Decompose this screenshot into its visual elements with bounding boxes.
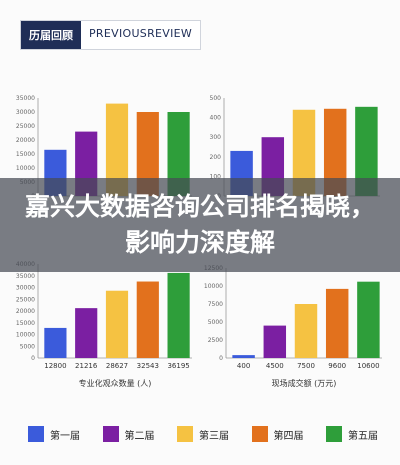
y-tick-label: 7500 xyxy=(208,301,223,308)
legend-swatch-4 xyxy=(251,426,268,442)
bar-5 xyxy=(357,281,380,358)
bar-chart-4: 1250010000750050002500040045007500960010… xyxy=(204,265,382,388)
x-tick-label: 9600 xyxy=(328,362,346,370)
y-tick-label: 20000 xyxy=(16,308,35,315)
y-tick-label: 5000 xyxy=(20,343,35,350)
y-tick-label: 30000 xyxy=(16,285,35,292)
bar-3 xyxy=(105,290,129,358)
x-tick-label: 28627 xyxy=(106,362,128,370)
y-tick-label: 0 xyxy=(31,355,35,362)
bar-4 xyxy=(323,108,347,196)
y-tick-label: 300 xyxy=(210,134,222,141)
bar-5 xyxy=(167,112,190,196)
y-tick-label: 500 xyxy=(210,95,222,102)
bar-3 xyxy=(294,304,318,358)
legend-item-3: 第三届 xyxy=(177,426,229,442)
bar-1 xyxy=(232,355,255,358)
bar-5 xyxy=(167,272,190,358)
y-tick-label: 10000 xyxy=(16,332,35,339)
banner-title: 嘉兴大数据咨询公司排名揭晓，影响力深度解 xyxy=(24,192,375,257)
legend-item-2: 第二届 xyxy=(102,426,155,442)
bar-4 xyxy=(136,112,159,196)
bar-4 xyxy=(136,281,159,358)
y-tick-label: 400 xyxy=(210,115,222,122)
x-tick-label: 36195 xyxy=(167,362,189,370)
x-tick-label: 400 xyxy=(237,362,250,370)
x-tick-label: 4500 xyxy=(266,362,284,370)
y-tick-label: 35000 xyxy=(16,95,35,102)
x-axis-title: 专业化观众数量 (人) xyxy=(79,378,152,388)
legend-swatch-1 xyxy=(28,426,44,442)
x-tick-label: 12800 xyxy=(44,362,66,370)
y-tick-label: 25000 xyxy=(16,123,35,130)
y-tick-label: 10000 xyxy=(16,165,35,172)
bar-3 xyxy=(105,103,129,196)
bar-3 xyxy=(292,109,316,196)
x-axis-title: 现场成交额 (万元) xyxy=(272,378,337,388)
y-tick-label: 0 xyxy=(219,355,223,362)
y-tick-label: 10000 xyxy=(204,283,223,290)
x-tick-label: 32543 xyxy=(137,362,159,370)
legend-swatch-3 xyxy=(177,426,193,442)
legend-item-5: 第五届 xyxy=(326,426,378,442)
bar-4 xyxy=(325,288,349,358)
header-tag-cn: 历届回顾 xyxy=(21,21,81,49)
legend-swatch-2 xyxy=(102,426,119,442)
x-tick-label: 7500 xyxy=(297,362,315,370)
x-tick-label: 21216 xyxy=(75,362,98,370)
y-tick-label: 20000 xyxy=(16,137,35,144)
legend-label-5: 第五届 xyxy=(348,430,378,442)
bar-chart-3: 4000035000300002500020000150001000050000… xyxy=(16,261,192,388)
y-tick-label: 200 xyxy=(210,154,222,161)
y-tick-label: 5000 xyxy=(208,319,223,326)
legend-label-1: 第一届 xyxy=(50,430,80,442)
y-tick-label: 25000 xyxy=(16,296,35,303)
legend-label-3: 第三届 xyxy=(199,430,229,442)
section-header: 历届回顾 PREVIOUSREVIEW xyxy=(20,20,202,50)
y-tick-label: 35000 xyxy=(16,273,35,280)
y-tick-label: 15000 xyxy=(16,151,35,158)
y-tick-label: 2500 xyxy=(208,337,223,344)
x-tick-label: 10600 xyxy=(357,362,379,370)
chart-legend: 第一届 第二届 第三届 第四届 第五届 xyxy=(28,418,378,450)
header-tag-en: PREVIOUSREVIEW xyxy=(81,21,201,49)
y-tick-label: 15000 xyxy=(16,320,35,327)
title-banner: 嘉兴大数据咨询公司排名揭晓，影响力深度解 xyxy=(0,178,400,272)
y-tick-label: 100 xyxy=(210,173,222,180)
bar-1 xyxy=(44,327,67,358)
legend-label-2: 第二届 xyxy=(124,430,155,442)
bar-2 xyxy=(263,325,287,358)
legend-item-1: 第一届 xyxy=(28,426,80,442)
y-tick-label: 30000 xyxy=(16,109,35,116)
legend-label-4: 第四届 xyxy=(273,430,304,442)
legend-item-4: 第四届 xyxy=(251,426,304,442)
legend-swatch-5 xyxy=(326,426,342,442)
bar-2 xyxy=(75,308,98,358)
bar-5 xyxy=(355,106,378,196)
